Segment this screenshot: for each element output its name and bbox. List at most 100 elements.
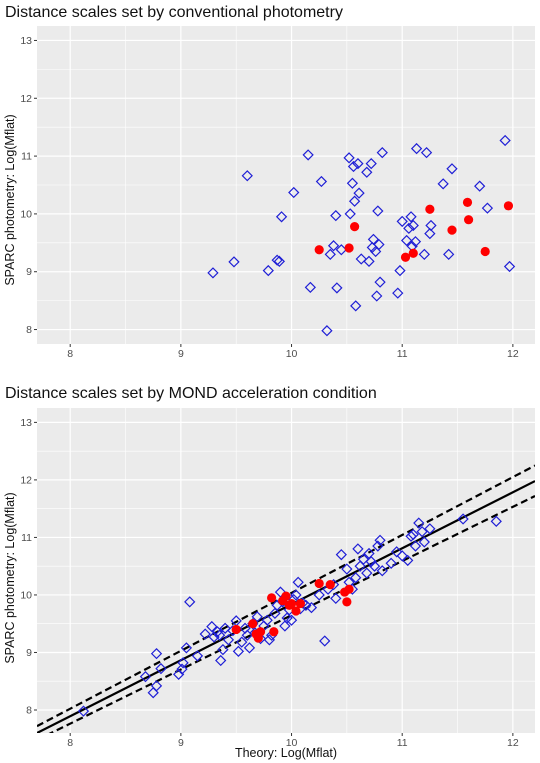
data-series — [207, 134, 516, 337]
open-diamond-point — [177, 657, 189, 669]
open-diamond-point — [503, 260, 516, 273]
open-diamond-point — [273, 255, 286, 267]
chart-photometry: Distance scales set by conventional phot… — [3, 4, 535, 360]
open-diamond-point — [305, 601, 318, 614]
open-diamond-point — [372, 205, 384, 217]
grid — [37, 26, 535, 344]
x-tick-label: 8 — [67, 348, 73, 360]
x-ticks: 8 9 10 11 12 — [67, 733, 519, 749]
open-diamond-point — [199, 628, 211, 640]
open-diamond-point — [243, 642, 256, 654]
x-tick-label: 10 — [286, 737, 298, 749]
open-diamond-point — [211, 626, 224, 638]
y-tick-label: 11 — [21, 151, 32, 163]
open-diamond-point — [374, 534, 386, 546]
open-diamond-point — [292, 576, 304, 588]
grid — [37, 408, 535, 733]
x-ticks: 8 9 10 11 12 — [67, 344, 519, 360]
filled-circle-point — [267, 593, 277, 603]
open-diamond-point — [365, 157, 377, 170]
x-tick-label: 11 — [397, 348, 408, 360]
open-diamond-point — [416, 526, 428, 538]
x-tick-label: 11 — [397, 737, 408, 749]
filled-circle-point — [344, 584, 354, 594]
open-diamond-point — [208, 631, 220, 643]
y-tick-label: 11 — [21, 532, 32, 544]
open-diamond-point — [376, 146, 388, 159]
open-diamond-point — [319, 635, 331, 647]
y-tick-label: 12 — [20, 474, 32, 486]
open-diamond-point — [341, 563, 353, 575]
open-diamond-point — [150, 647, 163, 660]
open-diamond-point — [344, 208, 356, 220]
filled-circle-point — [344, 243, 354, 253]
open-diamond-point — [385, 557, 397, 569]
open-diamond-point — [222, 634, 235, 646]
open-diamond-point — [232, 645, 245, 657]
open-diamond-point — [330, 592, 342, 605]
filled-circle-point — [464, 215, 474, 225]
open-diamond-point — [409, 236, 422, 248]
filled-circle-point — [462, 197, 473, 207]
open-diamond-point — [304, 281, 316, 293]
open-diamond-point — [77, 705, 90, 717]
filled-circle-point — [447, 225, 457, 235]
open-diamond-point — [262, 264, 274, 277]
filled-circle-point — [342, 597, 352, 607]
open-diamond-point — [331, 282, 343, 294]
open-diamond-point — [343, 152, 355, 164]
open-diamond-point — [327, 240, 340, 252]
plot-panel — [37, 408, 535, 733]
open-diamond-point — [228, 256, 240, 268]
open-diamond-point — [353, 187, 365, 199]
open-diamond-point — [403, 222, 415, 235]
open-diamond-point — [155, 662, 167, 675]
open-diamond-point — [290, 589, 302, 601]
open-diamond-point — [215, 654, 227, 667]
y-tick-label: 13 — [20, 417, 32, 429]
filled-circle-point — [286, 598, 297, 609]
data-series — [77, 513, 502, 717]
open-diamond-point — [361, 166, 373, 178]
x-tick-label: 10 — [286, 348, 298, 360]
open-diamond-point — [346, 177, 359, 189]
open-diamond-point — [371, 290, 383, 302]
open-diamond-point — [368, 560, 381, 572]
open-diamond-point — [365, 555, 377, 568]
open-diamond-point — [481, 202, 494, 214]
open-diamond-point — [418, 248, 430, 261]
open-diamond-point — [425, 219, 437, 232]
y-tick-label: 8 — [26, 324, 32, 336]
open-diamond-point — [420, 146, 433, 159]
y-tick-label: 13 — [20, 35, 32, 47]
confidence-line — [48, 495, 535, 733]
open-diamond-point — [207, 267, 219, 279]
open-diamond-point — [288, 186, 300, 199]
open-diamond-point — [490, 515, 502, 527]
open-diamond-point — [139, 670, 152, 683]
open-diamond-point — [271, 254, 283, 266]
open-diamond-point — [407, 219, 419, 232]
open-diamond-point — [424, 227, 436, 240]
open-diamond-point — [269, 607, 281, 620]
open-diamond-point — [418, 536, 430, 548]
open-diamond-point — [330, 209, 342, 222]
filled-circle-point — [295, 598, 305, 609]
filled-circle-point — [269, 627, 279, 637]
open-diamond-point — [355, 253, 367, 265]
open-diamond-point — [347, 160, 360, 173]
open-diamond-point — [321, 325, 333, 337]
open-diamond-point — [261, 614, 273, 626]
open-diamond-point — [400, 234, 413, 247]
open-diamond-point — [373, 238, 385, 251]
open-diamond-point — [184, 596, 196, 608]
open-diamond-point — [173, 668, 185, 680]
chart-title: Distance scales set by MOND acceleration… — [5, 385, 377, 402]
open-diamond-point — [213, 629, 226, 641]
open-diamond-point — [217, 643, 229, 656]
open-diamond-point — [302, 149, 314, 161]
open-diamond-point — [324, 248, 336, 261]
y-ticks: 8 9 10 11 12 13 — [20, 35, 37, 336]
chart-mond: Distance scales set by MOND acceleration… — [3, 385, 535, 760]
